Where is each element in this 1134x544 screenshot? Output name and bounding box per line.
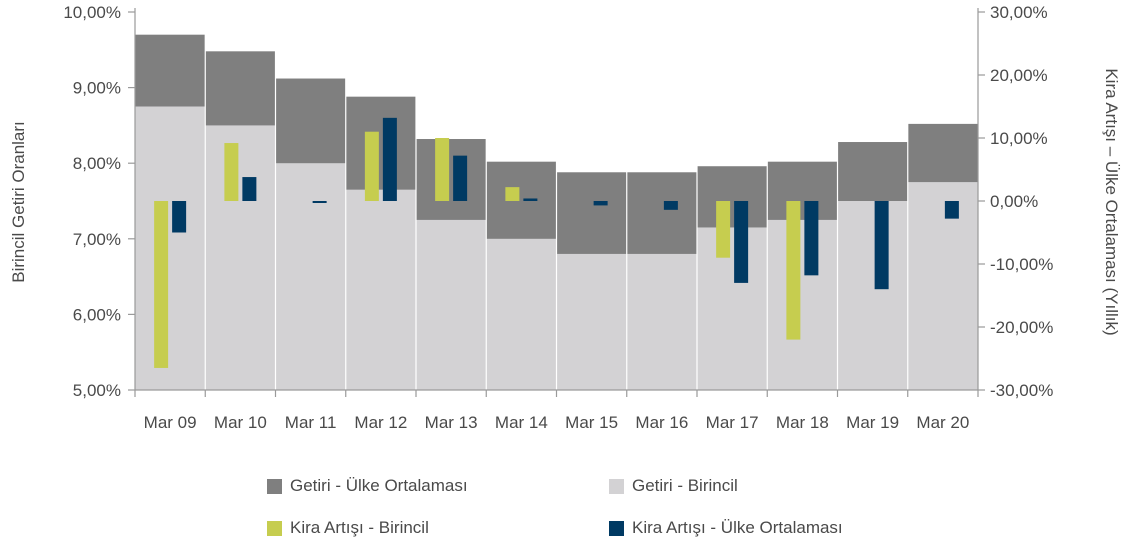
left-tick-label: 7,00% — [73, 230, 121, 249]
x-tick-label: Mar 17 — [706, 413, 759, 432]
legend-label: Kira Artışı - Ülke Ortalaması — [632, 518, 843, 537]
legend-swatch — [609, 478, 624, 494]
rent-prime-bar — [716, 201, 731, 258]
legend-item-yield-prime: Getiri - Birincil — [609, 476, 738, 496]
yield-prime-bar — [837, 201, 908, 390]
x-tick-label: Mar 18 — [776, 413, 829, 432]
yield-prime-bar — [416, 219, 487, 390]
right-tick-label: -10,00% — [990, 255, 1053, 274]
rent-prime-bar — [786, 201, 801, 340]
legend-label: Kira Artışı - Birincil — [290, 518, 429, 537]
legend-item-rent-country: Kira Artışı - Ülke Ortalaması — [609, 518, 843, 538]
left-axis-title: Birincil Getiri Oranları — [9, 121, 28, 283]
rent-country-bar — [593, 201, 608, 206]
legend-swatch — [267, 478, 282, 494]
legend-swatch — [609, 520, 624, 536]
right-tick-label: 10,00% — [990, 129, 1048, 148]
x-tick-label: Mar 16 — [635, 413, 688, 432]
legend-swatch — [267, 520, 282, 536]
right-tick-label: 20,00% — [990, 66, 1048, 85]
rent-prime-bar — [364, 131, 379, 201]
axes: 5,00% 6,00% 7,00% 8,00% 9,00% 10,00% -30,00% -2… — [63, 3, 1053, 432]
left-tick-label: 5,00% — [73, 381, 121, 400]
x-tick-label: Mar 15 — [565, 413, 618, 432]
rent-country-bar — [663, 201, 678, 210]
yield-prime-bar — [697, 227, 768, 390]
yield-prime-bar — [907, 182, 978, 390]
yield-prime-bar — [205, 125, 276, 391]
rent-prime-bar — [505, 187, 520, 201]
rent-country-bar — [734, 201, 749, 283]
rent-country-bar — [172, 201, 187, 233]
legend-label: Getiri - Birincil — [632, 476, 738, 495]
x-tick-label: Mar 09 — [144, 413, 197, 432]
x-tick-label: Mar 13 — [425, 413, 478, 432]
rent-prime-bar — [224, 143, 239, 201]
yield-prime-bar — [275, 163, 346, 390]
right-tick-label: -20,00% — [990, 318, 1053, 337]
left-tick-label: 6,00% — [73, 305, 121, 324]
yield-prime-bar — [556, 253, 627, 390]
rent-country-bar — [242, 177, 257, 201]
legend-label: Getiri - Ülke Ortalaması — [290, 476, 468, 495]
rent-country-bar — [382, 117, 397, 201]
x-tick-label: Mar 20 — [916, 413, 969, 432]
left-tick-label: 10,00% — [63, 3, 121, 22]
rent-country-bar — [523, 198, 538, 201]
yield-prime-bar — [345, 189, 416, 390]
x-tick-label: Mar 19 — [846, 413, 899, 432]
right-tick-label: 0,00% — [990, 192, 1038, 211]
x-tick-label: Mar 10 — [214, 413, 267, 432]
chart: 5,00% 6,00% 7,00% 8,00% 9,00% 10,00% -30,00% -2… — [9, 3, 1121, 432]
left-tick-label: 8,00% — [73, 154, 121, 173]
yield-areas — [135, 12, 978, 391]
rent-country-bar — [312, 201, 327, 203]
rent-country-bar — [944, 201, 959, 219]
rent-prime-bar — [154, 201, 169, 368]
yield-prime-bar — [767, 219, 838, 390]
x-tick-label: Mar 11 — [285, 413, 337, 432]
rent-growth-bars — [154, 117, 959, 368]
right-tick-label: 30,00% — [990, 3, 1048, 22]
legend-item-yield-country: Getiri - Ülke Ortalaması — [267, 476, 468, 496]
rent-country-bar — [453, 155, 468, 201]
right-axis-title: Kira Artışı – Ülke Ortalaması (Yıllık) — [1102, 68, 1121, 335]
rent-country-bar — [804, 201, 819, 276]
rent-country-bar — [874, 201, 889, 290]
yield-prime-bar — [486, 238, 557, 390]
yield-prime-bar — [135, 106, 206, 390]
left-tick-label: 9,00% — [73, 79, 121, 98]
right-tick-label: -30,00% — [990, 381, 1053, 400]
x-tick-label: Mar 12 — [354, 413, 407, 432]
legend-item-rent-prime: Kira Artışı - Birincil — [267, 518, 429, 538]
x-tick-label: Mar 14 — [495, 413, 548, 432]
rent-prime-bar — [435, 138, 450, 201]
yield-prime-bar — [626, 253, 697, 390]
